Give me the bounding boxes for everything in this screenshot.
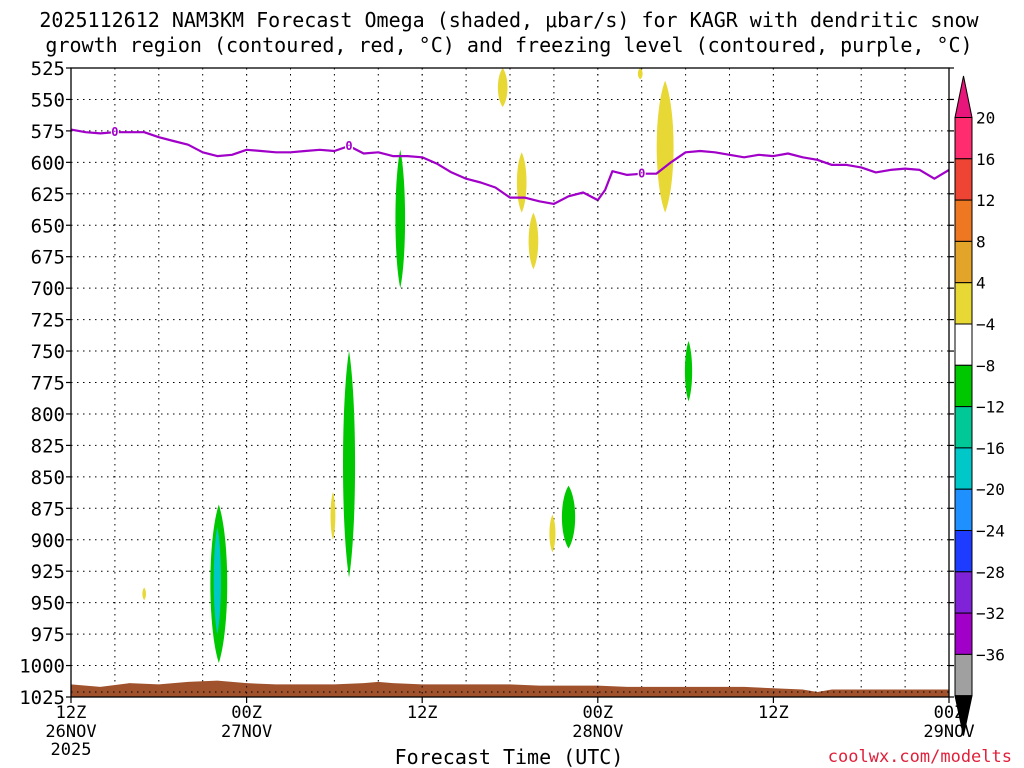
colorbar-label-4: 4 <box>976 274 986 293</box>
colorbar-segment-4 <box>954 282 973 325</box>
y-tick-label-525: 525 <box>31 58 65 80</box>
y-tick-label-625: 625 <box>31 184 65 206</box>
colorbar-segment-11 <box>954 571 973 614</box>
colorbar-bottom-arrow <box>954 695 973 736</box>
y-tick-label-650: 650 <box>31 215 65 237</box>
colorbar-segment-12 <box>954 612 973 655</box>
colorbar-label-1: 16 <box>976 150 995 169</box>
y-tick-label-1000: 1000 <box>19 656 65 678</box>
y-tick-label-700: 700 <box>31 278 65 300</box>
colorbar-segment-1 <box>954 158 973 201</box>
omega-region-down-9 <box>516 152 527 213</box>
freezing-label-bg-0 <box>110 125 119 139</box>
omega-region-down-11 <box>549 514 556 553</box>
colorbar-segment-2 <box>954 199 973 242</box>
y-tick-label-850: 850 <box>31 467 65 489</box>
pressure-axis: 525 550 575 600 625 650 675 700 725 750 775 800 825 8… <box>19 58 954 709</box>
colorbar-label-9: −20 <box>976 480 1005 499</box>
colorbar-top-arrow <box>954 75 973 118</box>
colorbar-segment-0 <box>954 117 973 160</box>
colorbar-segment-10 <box>954 530 973 573</box>
y-tick-label-875: 875 <box>31 498 65 520</box>
omega-region-up-4 <box>561 485 576 549</box>
x-tick-date-0: 26NOV <box>45 722 96 742</box>
colorbar: 20 16 12 8 4 −4 −8 −12 −16 −20 −24 −28 −32 −36 <box>954 75 1005 736</box>
chart-title-line1: 2025112612 NAM3KM Forecast Omega (shaded… <box>39 8 979 32</box>
x-tick-time-5: 00Z <box>934 703 965 723</box>
omega-region-down-10 <box>528 212 539 270</box>
surface-terrain <box>71 680 949 697</box>
colorbar-label-2: 12 <box>976 191 995 210</box>
colorbar-label-7: −12 <box>976 398 1005 417</box>
terrain-fill <box>71 680 949 697</box>
x-tick-time-0: 12Z <box>56 703 87 723</box>
x-axis-label: Forecast Time (UTC) <box>395 745 624 768</box>
colorbar-label-3: 8 <box>976 232 986 251</box>
credit-text: coolwx.com/modelts <box>828 747 1012 767</box>
y-tick-label-825: 825 <box>31 435 65 457</box>
omega-region-down-7 <box>330 491 336 540</box>
omega-region-up-2 <box>342 351 356 578</box>
colorbar-label-11: −28 <box>976 563 1005 582</box>
y-tick-label-750: 750 <box>31 341 65 363</box>
freezing-label-bg-2 <box>637 166 646 180</box>
grid-lines <box>71 68 949 697</box>
colorbar-label-0: 20 <box>976 109 995 128</box>
y-tick-label-800: 800 <box>31 404 65 426</box>
x-tick-date-1: 27NOV <box>221 722 272 742</box>
colorbar-segment-6 <box>954 364 973 408</box>
colorbar-segment-9 <box>954 488 973 532</box>
colorbar-label-6: −8 <box>976 356 995 375</box>
freezing-level-label-2: 0 <box>638 167 645 181</box>
omega-region-up-1 <box>213 527 221 635</box>
x-tick-time-1: 00Z <box>231 703 262 723</box>
y-tick-label-975: 975 <box>31 624 65 646</box>
colorbar-segment-5 <box>954 323 973 366</box>
omega-region-up-3 <box>395 149 406 289</box>
colorbar-label-8: −16 <box>976 439 1005 458</box>
x-tick-time-3: 00Z <box>582 703 613 723</box>
omega-region-down-13 <box>656 80 674 213</box>
y-tick-label-950: 950 <box>31 593 65 615</box>
colorbar-segment-8 <box>954 447 973 490</box>
colorbar-label-5: −4 <box>976 315 995 334</box>
omega-region-down-6 <box>142 587 146 601</box>
freezing-level-contour: 0 0 0 <box>70 125 950 205</box>
x-tick-date-5: 29NOV <box>923 722 974 742</box>
omega-region-up-5 <box>684 340 693 402</box>
x-tick-time-2: 12Z <box>407 703 438 723</box>
x-tick-time-4: 12Z <box>758 703 789 723</box>
colorbar-segment-3 <box>954 240 973 284</box>
omega-region-down-8 <box>497 68 508 107</box>
colorbar-label-13: −36 <box>976 645 1005 664</box>
chart-title-line2: growth region (contoured, red, °C) and f… <box>45 33 972 57</box>
y-tick-label-600: 600 <box>31 152 65 174</box>
colorbar-segment-7 <box>954 406 973 449</box>
y-tick-label-925: 925 <box>31 561 65 583</box>
x-tick-year-0: 2025 <box>51 740 92 760</box>
x-tick-date-3: 28NOV <box>572 722 623 742</box>
y-tick-label-675: 675 <box>31 247 65 269</box>
y-tick-label-575: 575 <box>31 121 65 143</box>
colorbar-label-12: −32 <box>976 604 1005 623</box>
y-tick-label-1025: 1025 <box>19 687 65 709</box>
colorbar-label-10: −24 <box>976 522 1005 541</box>
y-tick-label-725: 725 <box>31 310 65 332</box>
omega-region-down-12 <box>637 68 643 80</box>
y-tick-label-775: 775 <box>31 373 65 395</box>
freezing-level-label-1: 0 <box>345 139 352 153</box>
y-tick-label-550: 550 <box>31 89 65 111</box>
colorbar-segment-13 <box>954 653 973 697</box>
freezing-level-label-0: 0 <box>111 125 118 139</box>
y-tick-label-900: 900 <box>31 530 65 552</box>
freezing-level-line <box>70 128 950 205</box>
freezing-label-bg-1 <box>345 138 354 152</box>
